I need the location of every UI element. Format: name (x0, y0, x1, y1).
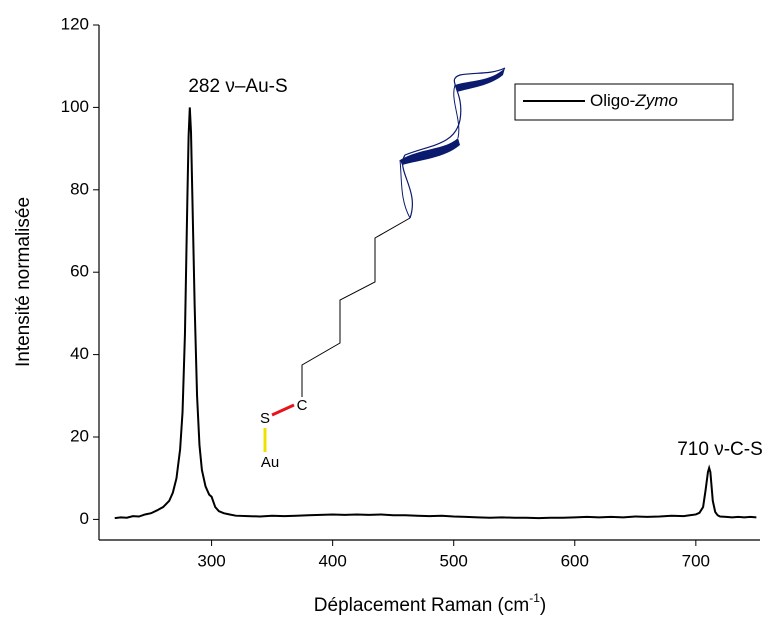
x-axis-title-part: ) (540, 595, 546, 616)
molecule: S C Au (260, 67, 506, 471)
dna-ribbon (400, 138, 460, 165)
y-tick-label: 80 (70, 179, 89, 198)
y-tick-label: 0 (80, 509, 89, 528)
s-c-bond (271, 403, 295, 417)
peak-annotation: 710 ν-C-S (677, 439, 763, 460)
x-axis-title-part: Déplacement Raman (cm (314, 595, 529, 616)
x-axis-title-part: -1 (529, 591, 540, 605)
x-tick-label: 400 (318, 551, 346, 570)
atom-label: S (260, 410, 270, 427)
y-tick-label: 20 (70, 426, 89, 445)
atom-label: Au (261, 454, 279, 471)
peak-annotation: 282 ν–Au-S (188, 76, 287, 97)
y-tick-label: 100 (61, 97, 89, 116)
y-tick-label: 120 (61, 14, 89, 33)
spectrum-line (114, 107, 757, 520)
alkyl-chain (301, 217, 411, 397)
x-tick-label: 300 (197, 551, 225, 570)
atom-label: C (297, 397, 308, 414)
y-tick-label: 60 (70, 262, 89, 281)
x-tick-label: 700 (682, 551, 710, 570)
x-tick-label: 500 (440, 551, 468, 570)
y-axis-title: Intensité normalisée (13, 197, 34, 367)
x-tick-label: 600 (561, 551, 589, 570)
legend-label: Oligo-Zymo (590, 91, 678, 110)
dna-strand (402, 67, 506, 219)
dna-ribbon (455, 68, 505, 92)
y-tick-label: 40 (70, 344, 89, 363)
legend-box (514, 83, 734, 121)
dna-strand (399, 84, 460, 219)
x-axis-title: Déplacement Raman (cm-1) (314, 591, 546, 616)
